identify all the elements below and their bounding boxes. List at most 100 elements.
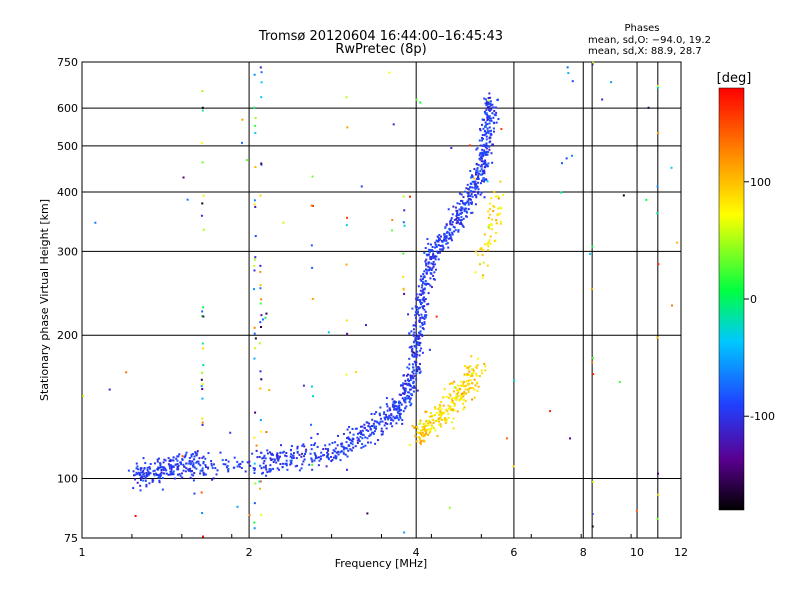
data-point <box>403 531 406 534</box>
data-point <box>385 403 388 406</box>
data-point <box>473 180 476 183</box>
data-point <box>490 197 493 200</box>
data-point <box>477 385 480 388</box>
data-point <box>273 459 276 462</box>
data-point <box>351 443 354 446</box>
data-point <box>342 448 345 451</box>
data-point <box>592 61 595 64</box>
data-point <box>424 280 427 283</box>
data-point <box>331 441 334 444</box>
data-point <box>319 457 322 460</box>
data-point <box>189 462 192 465</box>
data-point <box>349 438 352 441</box>
data-point <box>406 366 409 369</box>
data-point <box>151 480 154 483</box>
data-point <box>656 336 659 339</box>
data-point <box>331 459 334 462</box>
data-point <box>482 162 485 165</box>
data-point <box>182 463 185 466</box>
data-point <box>272 460 275 463</box>
data-point <box>303 445 306 448</box>
data-point <box>457 216 460 219</box>
data-point <box>426 303 429 306</box>
data-point <box>298 469 301 472</box>
data-point <box>82 395 85 398</box>
data-point <box>423 308 426 311</box>
data-point <box>487 225 490 228</box>
data-point <box>449 220 452 223</box>
data-point <box>482 249 485 252</box>
data-point <box>488 117 491 120</box>
data-point <box>253 106 256 109</box>
data-point <box>264 466 267 469</box>
data-point <box>459 384 462 387</box>
data-point <box>427 292 430 295</box>
data-point <box>411 349 414 352</box>
chart-subtitle: RwPretec (8p) <box>335 42 426 57</box>
data-point <box>172 470 175 473</box>
data-point <box>296 445 299 448</box>
y-tick-label: 400 <box>57 186 78 199</box>
data-point <box>447 404 450 407</box>
data-point <box>411 354 414 357</box>
data-point <box>480 173 483 176</box>
data-point <box>480 165 483 168</box>
data-point <box>169 473 172 476</box>
data-point <box>320 451 323 454</box>
data-point <box>448 407 451 410</box>
data-point <box>467 192 470 195</box>
data-point <box>197 460 200 463</box>
data-point <box>494 195 497 198</box>
data-point <box>409 376 412 379</box>
data-point <box>364 436 367 439</box>
data-point <box>425 432 428 435</box>
data-point <box>437 258 440 261</box>
data-point <box>460 218 463 221</box>
data-point <box>201 106 204 109</box>
data-point <box>311 297 314 300</box>
data-point <box>487 249 490 252</box>
data-point <box>240 141 243 144</box>
data-point <box>425 429 428 432</box>
data-point <box>433 263 436 266</box>
data-point <box>152 473 155 476</box>
data-point <box>480 160 483 163</box>
data-point <box>419 341 422 344</box>
data-point <box>159 464 162 467</box>
data-point <box>491 106 494 109</box>
data-point <box>359 430 362 433</box>
data-point <box>478 172 481 175</box>
data-point <box>486 131 489 134</box>
data-point <box>184 455 187 458</box>
data-point <box>471 211 474 214</box>
data-point <box>485 132 488 135</box>
data-point <box>285 464 288 467</box>
data-point <box>266 449 269 452</box>
data-point <box>198 457 201 460</box>
data-point <box>413 426 416 429</box>
data-point <box>505 437 508 440</box>
data-point <box>301 452 304 455</box>
data-point <box>346 428 349 431</box>
data-point <box>429 421 432 424</box>
data-point <box>202 228 205 231</box>
data-point <box>481 148 484 151</box>
data-point <box>445 418 448 421</box>
data-point <box>269 464 272 467</box>
data-point <box>139 479 142 482</box>
data-point <box>432 274 435 277</box>
data-point <box>144 479 147 482</box>
data-point <box>210 464 213 467</box>
data-point <box>168 465 171 468</box>
data-point <box>410 388 413 391</box>
data-point <box>171 472 174 475</box>
data-point <box>412 372 415 375</box>
data-point <box>187 468 190 471</box>
data-point <box>478 375 481 378</box>
data-point <box>445 231 448 234</box>
phase-stats-title: Phases <box>624 23 659 34</box>
data-point <box>390 413 393 416</box>
data-point <box>409 398 412 401</box>
data-point <box>284 454 287 457</box>
data-point <box>453 386 456 389</box>
